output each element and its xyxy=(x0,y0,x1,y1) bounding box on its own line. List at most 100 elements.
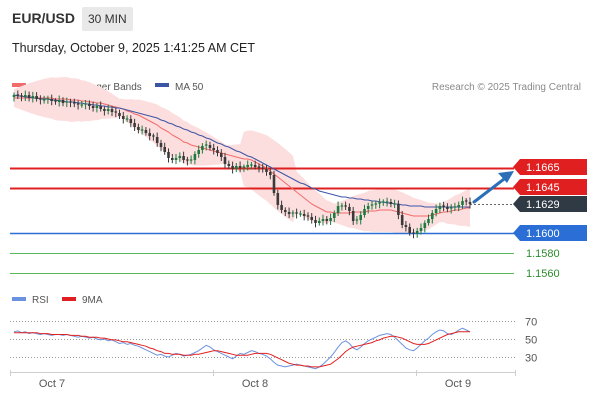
timeframe-badge[interactable]: 30 MIN xyxy=(82,7,133,31)
candle xyxy=(408,223,411,236)
candle xyxy=(159,139,163,152)
rsi-legend-swatch xyxy=(12,297,26,301)
candle-body xyxy=(400,215,404,225)
candle-body xyxy=(31,96,35,98)
candle-body xyxy=(133,123,136,127)
candle xyxy=(412,228,415,239)
candle-body xyxy=(340,205,344,207)
candle xyxy=(167,148,170,163)
candle xyxy=(189,155,193,164)
candle xyxy=(366,202,370,214)
rsi-tick-label: 30 xyxy=(525,353,537,365)
level-tag-1600: 1.1600 xyxy=(513,225,587,241)
candle xyxy=(468,197,472,209)
candle-body xyxy=(189,159,193,161)
candle xyxy=(178,152,182,163)
candle xyxy=(242,164,246,172)
candle-body xyxy=(404,225,408,227)
candle-body xyxy=(137,127,140,130)
candle xyxy=(378,198,381,209)
candle-body xyxy=(27,95,31,98)
candle xyxy=(144,127,148,136)
ma50-legend-label: MA 50 xyxy=(175,82,204,93)
candle xyxy=(299,210,302,217)
candle-body xyxy=(69,101,72,103)
candle xyxy=(231,161,234,174)
symbol-label: EUR/USD xyxy=(12,10,76,26)
candle-body xyxy=(231,166,234,169)
candle-body xyxy=(291,212,295,214)
level-tag-1645: 1.1645 xyxy=(513,179,587,195)
rsi-line xyxy=(13,327,471,370)
candle-body xyxy=(122,116,125,119)
candle-body xyxy=(393,203,396,205)
candle xyxy=(193,151,197,165)
candle xyxy=(61,97,65,107)
candle-body xyxy=(16,94,20,96)
candle xyxy=(253,160,257,170)
candle xyxy=(348,203,351,216)
candle-body xyxy=(223,157,227,164)
candle-body xyxy=(299,213,302,215)
candle xyxy=(419,223,423,235)
candle xyxy=(152,133,155,141)
candle xyxy=(31,91,35,103)
candle xyxy=(340,203,344,211)
header-bar: EUR/USD 30 MIN xyxy=(0,0,590,36)
candle-body xyxy=(182,156,185,160)
candle xyxy=(238,161,242,173)
candle xyxy=(212,143,215,155)
candle xyxy=(321,214,325,226)
candle xyxy=(427,214,430,226)
candle xyxy=(363,204,366,218)
candle xyxy=(351,206,355,225)
candle-body xyxy=(171,158,174,160)
candle-body xyxy=(415,231,419,234)
candle-body xyxy=(378,202,381,204)
candle-body xyxy=(155,137,159,143)
candle xyxy=(287,207,291,219)
candle-body xyxy=(468,202,472,204)
x-tick-label: Oct 8 xyxy=(242,378,268,390)
candle xyxy=(250,161,253,170)
rsi-legend-label: RSI xyxy=(32,295,49,306)
candle-body xyxy=(106,109,110,111)
candle xyxy=(310,213,313,224)
candle-body xyxy=(250,164,253,166)
candle-body xyxy=(385,201,389,203)
candle xyxy=(174,154,178,165)
candle-body xyxy=(24,95,27,97)
candle xyxy=(50,94,53,106)
level-tag-text: 1.1645 xyxy=(526,182,560,194)
candle-body xyxy=(46,98,50,100)
candle-body xyxy=(197,150,200,154)
candle xyxy=(461,196,464,209)
candle xyxy=(434,204,438,217)
candle-body xyxy=(370,204,374,206)
ma50-legend-swatch xyxy=(155,83,169,87)
candle xyxy=(393,199,396,209)
candle-body xyxy=(284,210,287,212)
candle xyxy=(118,109,121,119)
candle xyxy=(24,90,27,101)
candle-body xyxy=(280,205,283,210)
candle xyxy=(137,123,140,134)
candle xyxy=(125,115,129,122)
x-axis-layer: Oct 7 Oct 8 Oct 9 xyxy=(10,370,516,390)
candle xyxy=(110,106,114,116)
candle xyxy=(103,106,106,116)
candle-body xyxy=(453,206,457,208)
candle xyxy=(114,107,118,118)
candle-body xyxy=(333,213,336,218)
candle-body xyxy=(310,217,313,220)
candle-body xyxy=(110,109,114,112)
rsi-ma-legend-label: 9MA xyxy=(82,295,103,306)
candle-body xyxy=(159,143,163,147)
candle xyxy=(129,115,133,128)
candle-body xyxy=(382,201,385,203)
candle-body xyxy=(412,232,415,234)
candle xyxy=(438,202,442,213)
level-tag-text: 1.1629 xyxy=(526,199,560,211)
candle xyxy=(336,201,340,216)
candle xyxy=(54,98,57,105)
